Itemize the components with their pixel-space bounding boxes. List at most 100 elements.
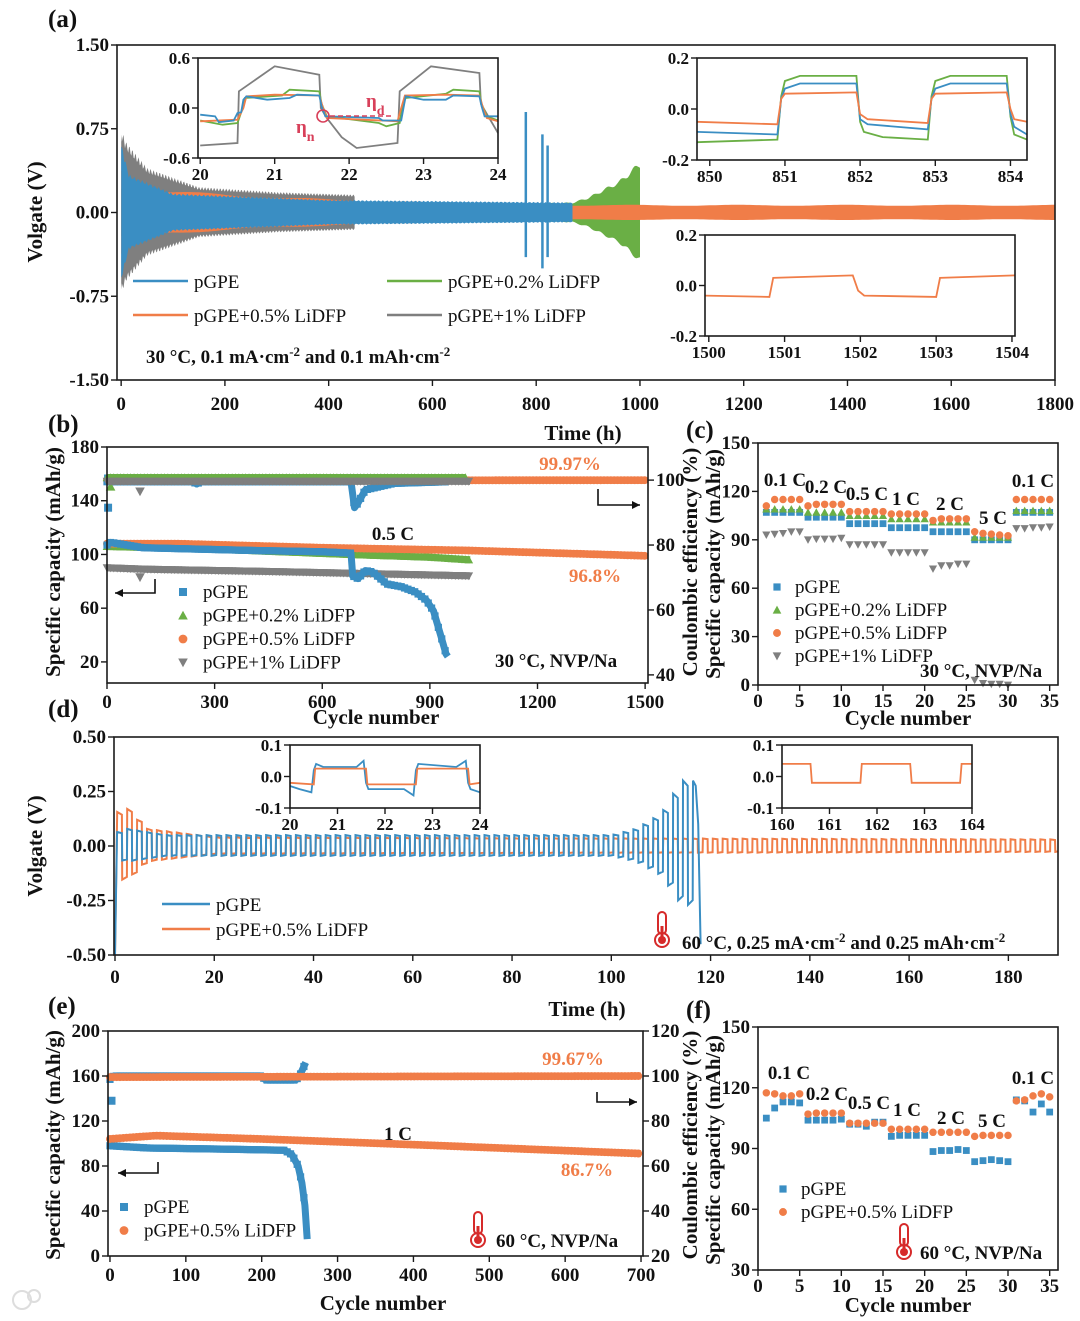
x-tick-label: 200 bbox=[211, 394, 240, 415]
data-point bbox=[887, 1132, 895, 1140]
data-point bbox=[837, 513, 845, 521]
data-point bbox=[779, 495, 787, 504]
data-point bbox=[962, 528, 970, 536]
c-rate-label: 5 C bbox=[979, 508, 1007, 529]
data-point bbox=[640, 476, 649, 485]
data-point bbox=[962, 560, 971, 569]
y2-tick-label: 100 bbox=[656, 470, 685, 491]
legend-label: pGPE+0.2% LiDFP bbox=[448, 272, 600, 293]
c-rate-label: 0.1 C bbox=[764, 470, 806, 491]
data-point bbox=[770, 495, 779, 504]
data-point bbox=[1020, 1096, 1029, 1104]
data-point bbox=[1037, 524, 1046, 532]
data-point bbox=[1045, 523, 1054, 531]
legend-label: pGPE+0.5% LiDFP bbox=[216, 920, 368, 941]
retention-annotation: 86.7% bbox=[561, 1160, 613, 1181]
data-point bbox=[954, 515, 962, 523]
data-point bbox=[837, 508, 846, 516]
legend-item: pGPE+0.5% LiDFP bbox=[779, 1202, 953, 1223]
data-point bbox=[428, 604, 436, 612]
data-point bbox=[795, 495, 804, 504]
data-point bbox=[1029, 495, 1037, 504]
legend-label: pGPE bbox=[216, 895, 261, 916]
data-point bbox=[928, 565, 938, 573]
inset-series-line bbox=[704, 274, 1016, 298]
x-tick-label: 140 bbox=[796, 967, 825, 988]
y-tick-label: 150 bbox=[722, 1017, 751, 1038]
x-tick-label: 22 bbox=[377, 815, 394, 834]
rate-series bbox=[762, 1089, 1054, 1141]
data-point bbox=[979, 1157, 987, 1165]
x-tick-label: 25 bbox=[957, 1276, 976, 1297]
thermometer-fill bbox=[900, 1248, 908, 1256]
legend-label: pGPE bbox=[795, 577, 840, 598]
eta-d-label: ηd bbox=[366, 91, 385, 119]
data-point bbox=[421, 595, 429, 603]
data-point bbox=[640, 551, 649, 560]
data-point bbox=[441, 647, 449, 655]
x-tick-label: 5 bbox=[795, 1276, 805, 1297]
x-tick-label: 854 bbox=[998, 167, 1024, 186]
inset-background bbox=[290, 745, 480, 808]
data-point bbox=[829, 1116, 837, 1124]
x-tick-label: 0 bbox=[105, 1265, 115, 1286]
x-tick-label: 1000 bbox=[621, 394, 659, 415]
panel-label: (f) bbox=[686, 997, 711, 1024]
legend-item: pGPE bbox=[162, 895, 261, 916]
eta-symbol: η bbox=[296, 117, 307, 138]
y-tick-label: 60 bbox=[731, 578, 750, 599]
y-tick-label: 120 bbox=[72, 1111, 101, 1132]
legend-label: pGPE+0.2% LiDFP bbox=[795, 600, 947, 621]
arrow-right-axis bbox=[596, 1092, 637, 1103]
data-point bbox=[286, 1150, 295, 1158]
data-point bbox=[812, 513, 820, 521]
legend-label: pGPE bbox=[194, 272, 239, 293]
y-tick-label: 20 bbox=[80, 652, 99, 673]
data-point bbox=[804, 502, 812, 510]
legend-item: pGPE+0.2% LiDFP bbox=[387, 272, 600, 293]
data-point bbox=[878, 541, 888, 549]
x-tick-label: 300 bbox=[323, 1265, 352, 1286]
legend-label: pGPE+1% LiDFP bbox=[203, 653, 341, 674]
legend-label: pGPE bbox=[801, 1179, 846, 1200]
condition-annotation: 30 °C, 0.1 mA·cm-2 and 0.1 mAh·cm-2 bbox=[146, 344, 450, 369]
c-rate-label: 0.1 C bbox=[1012, 471, 1054, 492]
rate-annotation: 0.5 C bbox=[372, 524, 414, 545]
data-point bbox=[1028, 506, 1038, 515]
x-tick-label: 80 bbox=[503, 967, 522, 988]
plot-frame bbox=[106, 446, 649, 684]
panel-e: (e) 0 100 200 300 400 500 600 700 0 40 80 120 160 200 2… bbox=[41, 993, 702, 1315]
x-tick-label: 164 bbox=[959, 815, 985, 834]
data-point bbox=[1020, 495, 1029, 504]
inset-background bbox=[705, 235, 1015, 336]
data-point bbox=[1045, 495, 1054, 504]
data-point bbox=[1037, 506, 1046, 515]
condition-annotation: 60 °C, NVP/Na bbox=[496, 1231, 619, 1252]
data-point bbox=[862, 520, 870, 528]
legend-item: pGPE+0.5% LiDFP bbox=[162, 920, 368, 941]
x-tick-label: 850 bbox=[697, 167, 723, 186]
data-point bbox=[812, 1116, 820, 1124]
data-point bbox=[996, 1157, 1004, 1165]
data-point bbox=[879, 520, 887, 528]
data-point bbox=[971, 1158, 979, 1166]
legend-item: pGPE+0.5% LiDFP bbox=[773, 623, 947, 644]
panel-label: (a) bbox=[48, 6, 77, 33]
data-point bbox=[921, 524, 929, 532]
x-tick-label: 900 bbox=[416, 692, 445, 713]
watermark-logo bbox=[12, 1289, 41, 1310]
y-tick-label: 0.1 bbox=[753, 736, 774, 755]
superscript: -2 bbox=[994, 930, 1005, 945]
c-rate-label: 0.2 C bbox=[805, 477, 847, 498]
x-tick-label: 21 bbox=[329, 815, 346, 834]
data-point bbox=[812, 535, 821, 544]
x-tick-label: 1200 bbox=[725, 394, 763, 415]
eta-subscript: n bbox=[307, 130, 315, 145]
data-point bbox=[920, 510, 929, 518]
x-axis-label: Cycle number bbox=[313, 705, 440, 729]
ce-series bbox=[106, 1061, 309, 1105]
legend-marker bbox=[179, 588, 187, 596]
data-point bbox=[846, 520, 854, 528]
legend-marker bbox=[779, 1185, 787, 1193]
